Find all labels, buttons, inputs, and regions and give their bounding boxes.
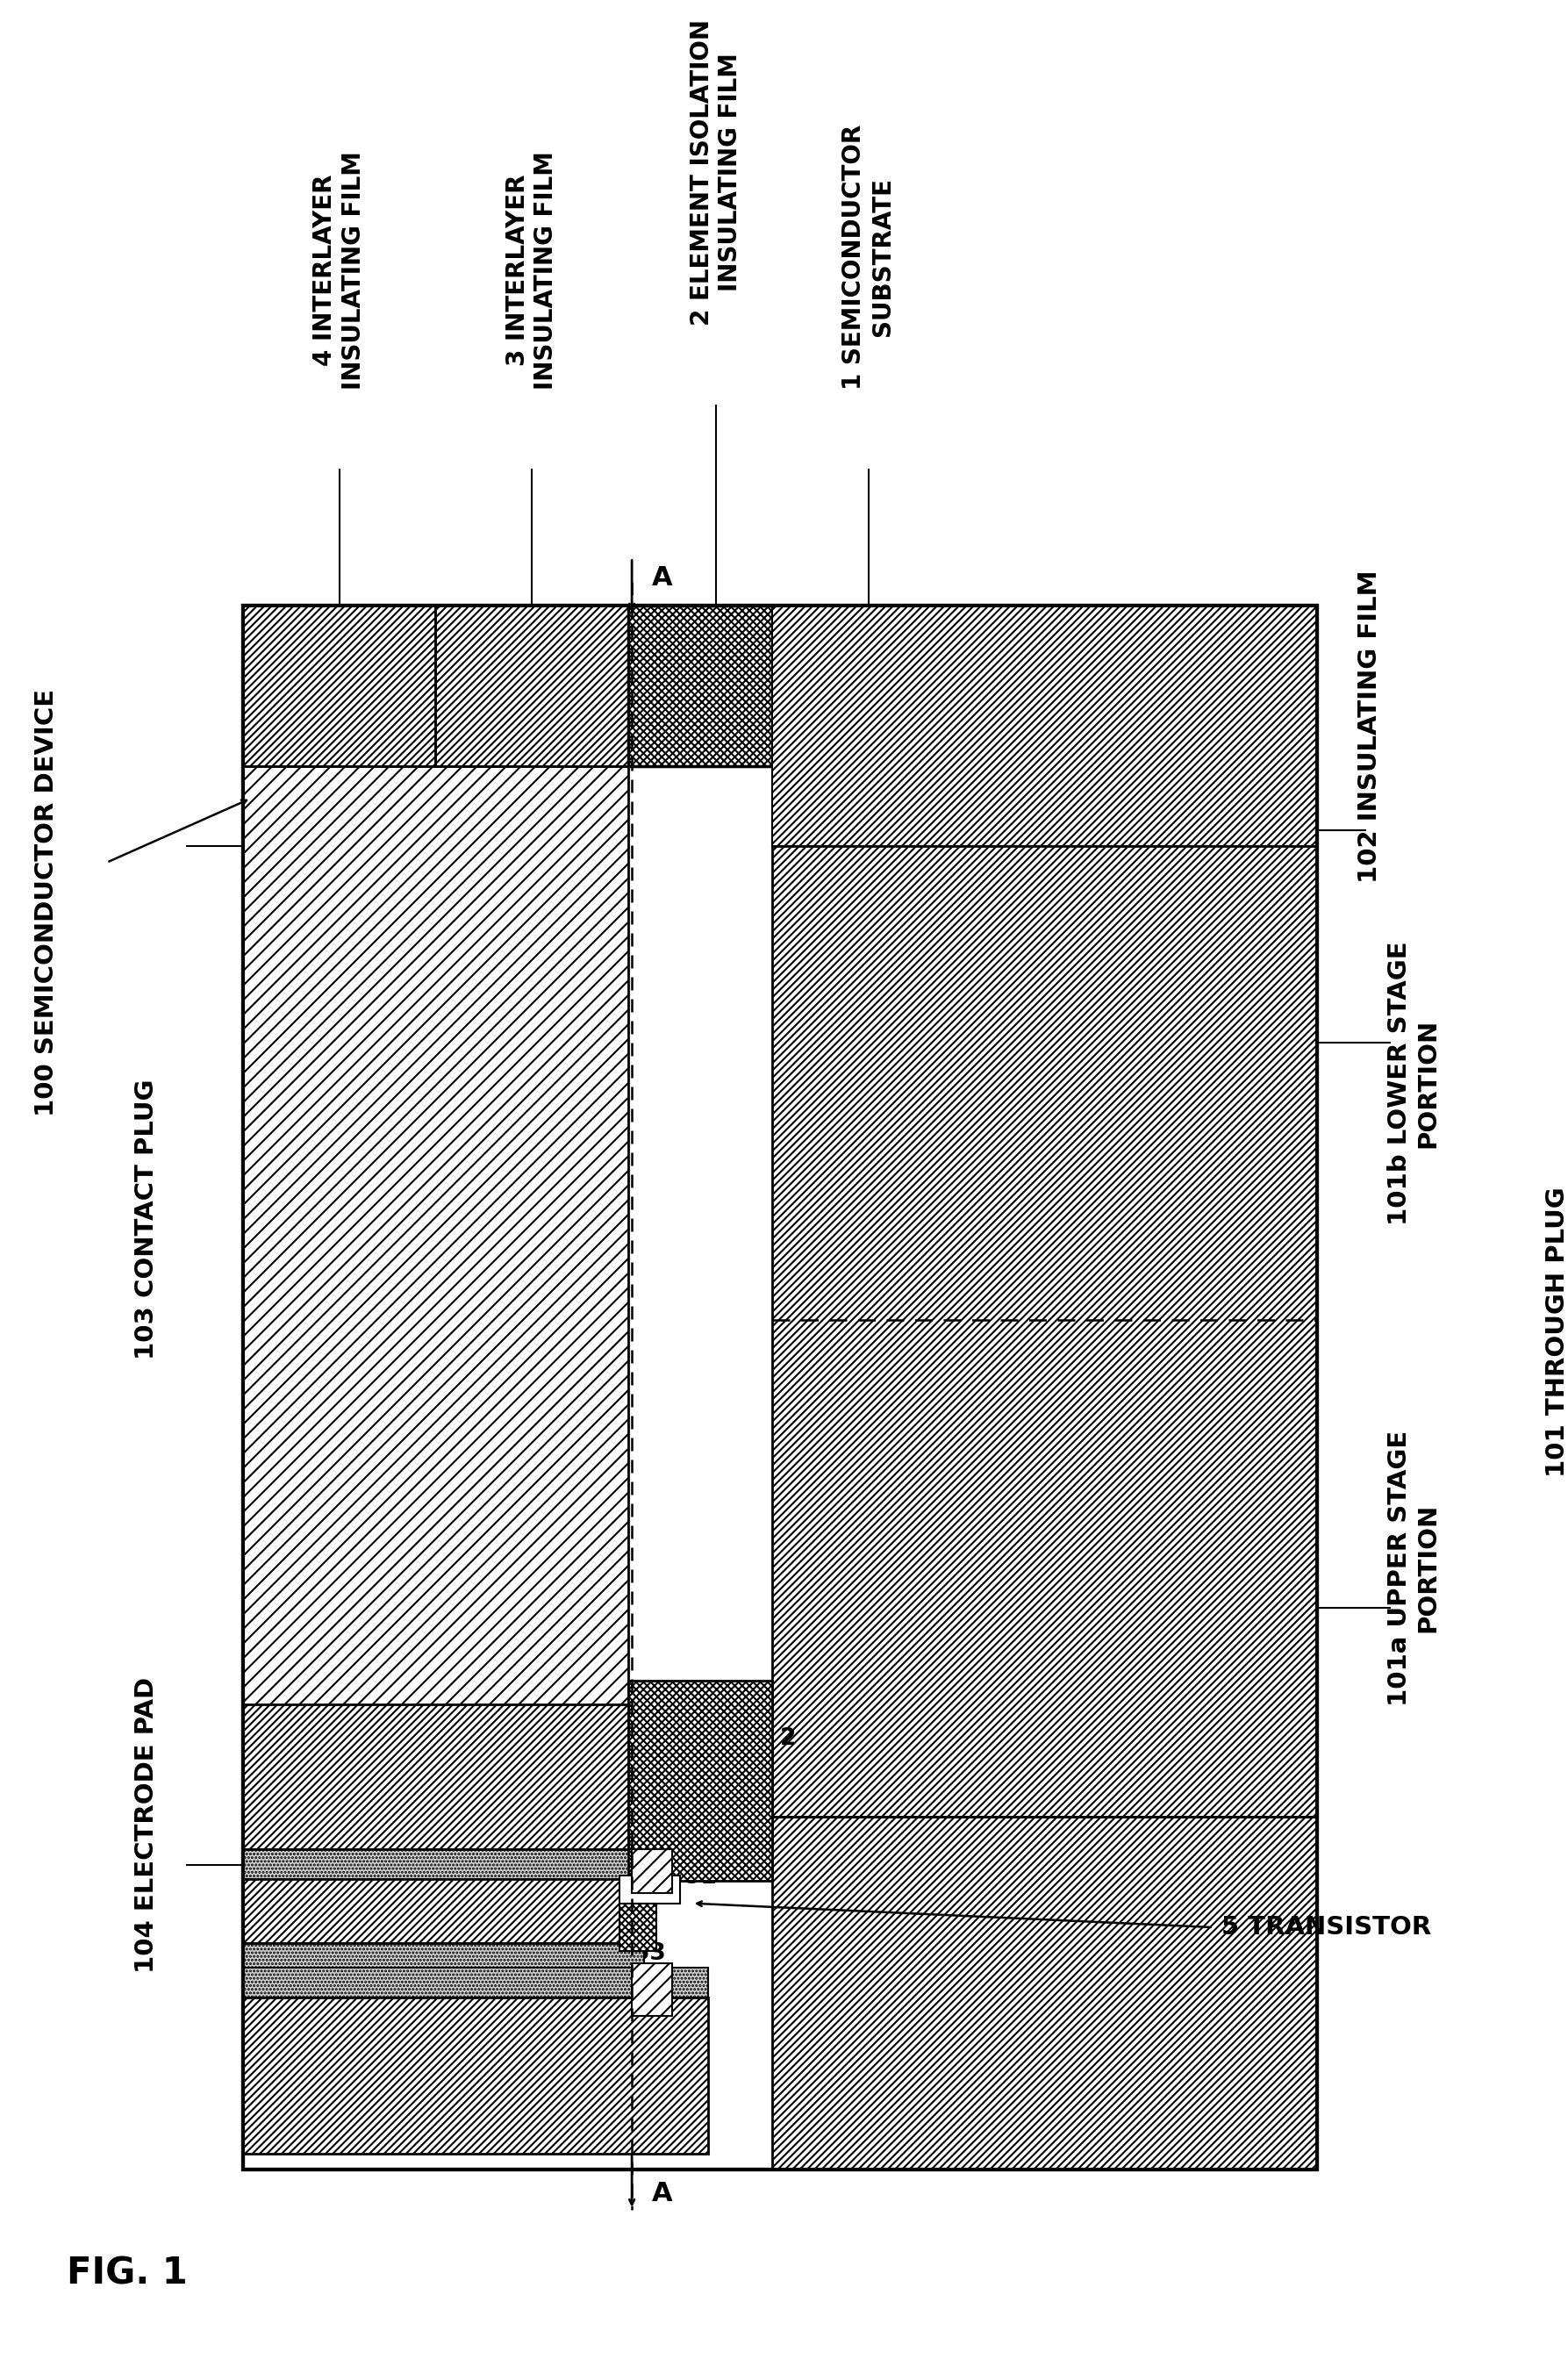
Bar <box>627 605 771 767</box>
Text: 101a UPPER STAGE
PORTION: 101a UPPER STAGE PORTION <box>1388 1429 1439 1707</box>
Text: 5 TRANSISTOR: 5 TRANSISTOR <box>1221 1916 1432 1940</box>
Bar <box>243 605 1317 2170</box>
Bar <box>243 1968 709 1999</box>
Text: 52: 52 <box>604 1930 637 1954</box>
Bar <box>243 1705 627 1849</box>
Bar <box>243 1849 660 1880</box>
Bar <box>243 767 627 1816</box>
Text: 7: 7 <box>307 2027 323 2051</box>
Bar <box>243 1880 644 1944</box>
Bar <box>627 605 771 767</box>
Text: 101 THROUGH PLUG: 101 THROUGH PLUG <box>1546 1187 1568 1477</box>
Bar <box>632 1849 673 1892</box>
Bar <box>243 767 627 1816</box>
Text: FIG. 1: FIG. 1 <box>67 2255 188 2293</box>
Text: 104 ELECTRODE PAD: 104 ELECTRODE PAD <box>135 1676 158 1973</box>
Text: 9: 9 <box>267 1852 284 1873</box>
Text: 3 INTERLAYER
INSULATING FILM: 3 INTERLAYER INSULATING FILM <box>505 152 558 389</box>
Bar <box>619 1904 655 1951</box>
Text: 103 CONTACT PLUG: 103 CONTACT PLUG <box>135 1080 158 1360</box>
Bar <box>243 1705 627 1849</box>
Bar <box>632 1963 673 2016</box>
Text: 8: 8 <box>267 1942 284 1966</box>
Bar <box>243 1999 709 2153</box>
Text: 100 SEMICONDUCTOR DEVICE: 100 SEMICONDUCTOR DEVICE <box>34 688 60 1116</box>
Text: 51: 51 <box>684 1866 717 1890</box>
Text: A: A <box>652 565 673 591</box>
Text: 53: 53 <box>633 1828 666 1849</box>
Text: A: A <box>652 2182 673 2205</box>
Text: 9: 9 <box>267 1970 284 1992</box>
Text: 101b LOWER STAGE
PORTION: 101b LOWER STAGE PORTION <box>1388 940 1439 1225</box>
Bar <box>243 605 436 767</box>
Text: 6: 6 <box>310 1906 328 1928</box>
Text: 53: 53 <box>633 1942 666 1966</box>
Bar <box>243 1999 709 2153</box>
Bar <box>771 1816 1317 2170</box>
Text: 2: 2 <box>781 1726 797 1750</box>
Bar <box>771 605 1317 1816</box>
Bar <box>627 1681 771 1880</box>
Text: 4 INTERLAYER
INSULATING FILM: 4 INTERLAYER INSULATING FILM <box>312 152 365 389</box>
Bar <box>243 1880 644 1944</box>
Bar <box>436 605 627 767</box>
Bar <box>771 605 1317 1816</box>
Bar <box>619 1875 681 1904</box>
Text: 102 INSULATING FILM: 102 INSULATING FILM <box>1358 570 1381 883</box>
Bar <box>243 605 1317 2170</box>
Bar <box>627 1681 771 1880</box>
Bar <box>771 605 1317 848</box>
Bar <box>771 1816 1317 2170</box>
Bar <box>243 605 436 767</box>
Text: 2 ELEMENT ISOLATION
INSULATING FILM: 2 ELEMENT ISOLATION INSULATING FILM <box>690 19 743 325</box>
Bar <box>243 1944 644 1968</box>
Bar <box>632 1849 673 1892</box>
Bar <box>436 605 627 767</box>
Bar <box>632 1963 673 2016</box>
Text: 7: 7 <box>315 1731 331 1754</box>
Text: 1 SEMICONDUCTOR
SUBSTRATE: 1 SEMICONDUCTOR SUBSTRATE <box>842 123 895 389</box>
Bar <box>619 1904 655 1951</box>
